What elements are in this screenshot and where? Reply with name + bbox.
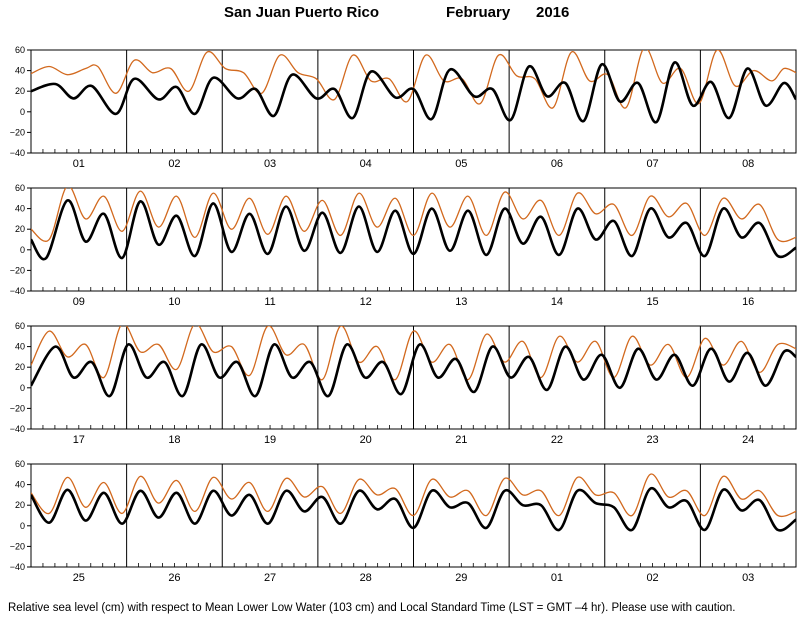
observed-series-line: [31, 326, 796, 381]
predicted-series-line: [31, 343, 796, 398]
day-label: 12: [360, 296, 372, 308]
day-label: 07: [646, 158, 658, 170]
chart-caption: Relative sea level (cm) with respect to …: [8, 602, 736, 614]
y-tick-label: −40: [10, 562, 25, 572]
day-label: 02: [168, 158, 180, 170]
day-label: 23: [646, 434, 658, 446]
y-tick-label: 60: [15, 45, 25, 55]
y-tick-label: 60: [15, 459, 25, 469]
chart-title-location: San Juan Puerto Rico: [224, 4, 380, 21]
y-tick-label: 60: [15, 183, 25, 193]
chart-title-year: 2016: [536, 4, 570, 21]
day-label: 26: [168, 572, 180, 584]
day-label: 10: [168, 296, 180, 308]
y-tick-label: −20: [10, 541, 25, 551]
y-tick-label: 40: [15, 66, 25, 76]
day-label: 02: [646, 572, 658, 584]
day-label: 24: [742, 434, 754, 446]
y-tick-label: −40: [10, 286, 25, 296]
y-tick-label: 20: [15, 224, 25, 234]
day-label: 13: [455, 296, 467, 308]
predicted-series-line: [31, 61, 796, 124]
day-label: 09: [73, 296, 85, 308]
day-label: 15: [646, 296, 658, 308]
y-tick-label: 40: [15, 204, 25, 214]
y-tick-label: −40: [10, 148, 25, 158]
y-tick-label: 0: [20, 521, 25, 531]
y-tick-label: 40: [15, 480, 25, 490]
y-tick-label: −20: [10, 403, 25, 413]
chart-title-month: February: [446, 4, 511, 21]
day-label: 11: [264, 296, 275, 308]
y-tick-label: 20: [15, 362, 25, 372]
day-label: 03: [264, 158, 276, 170]
day-label: 14: [551, 296, 563, 308]
day-label: 19: [264, 434, 276, 446]
y-tick-label: 0: [20, 383, 25, 393]
y-tick-label: 60: [15, 321, 25, 331]
day-label: 22: [551, 434, 563, 446]
day-label: 03: [742, 572, 754, 584]
y-tick-label: −40: [10, 424, 25, 434]
day-label: 17: [73, 434, 85, 446]
y-tick-label: 20: [15, 500, 25, 510]
day-label: 21: [455, 434, 467, 446]
observed-series-line: [31, 473, 796, 518]
predicted-series-line: [31, 199, 796, 261]
y-tick-label: 0: [20, 107, 25, 117]
day-label: 06: [551, 158, 563, 170]
day-label: 27: [264, 572, 276, 584]
day-label: 20: [360, 434, 372, 446]
y-tick-label: −20: [10, 127, 25, 137]
day-label: 05: [455, 158, 467, 170]
predicted-series-line: [31, 487, 796, 532]
day-label: 28: [360, 572, 372, 584]
y-tick-label: 20: [15, 86, 25, 96]
y-tick-label: 0: [20, 245, 25, 255]
day-label: 01: [551, 572, 563, 584]
day-label: 18: [168, 434, 180, 446]
y-tick-label: 40: [15, 342, 25, 352]
day-label: 08: [742, 158, 754, 170]
day-label: 01: [73, 158, 85, 170]
day-label: 04: [360, 158, 372, 170]
day-label: 29: [455, 572, 467, 584]
day-label: 16: [742, 296, 754, 308]
y-tick-label: −20: [10, 265, 25, 275]
day-label: 25: [73, 572, 85, 584]
observed-series-line: [31, 188, 796, 243]
